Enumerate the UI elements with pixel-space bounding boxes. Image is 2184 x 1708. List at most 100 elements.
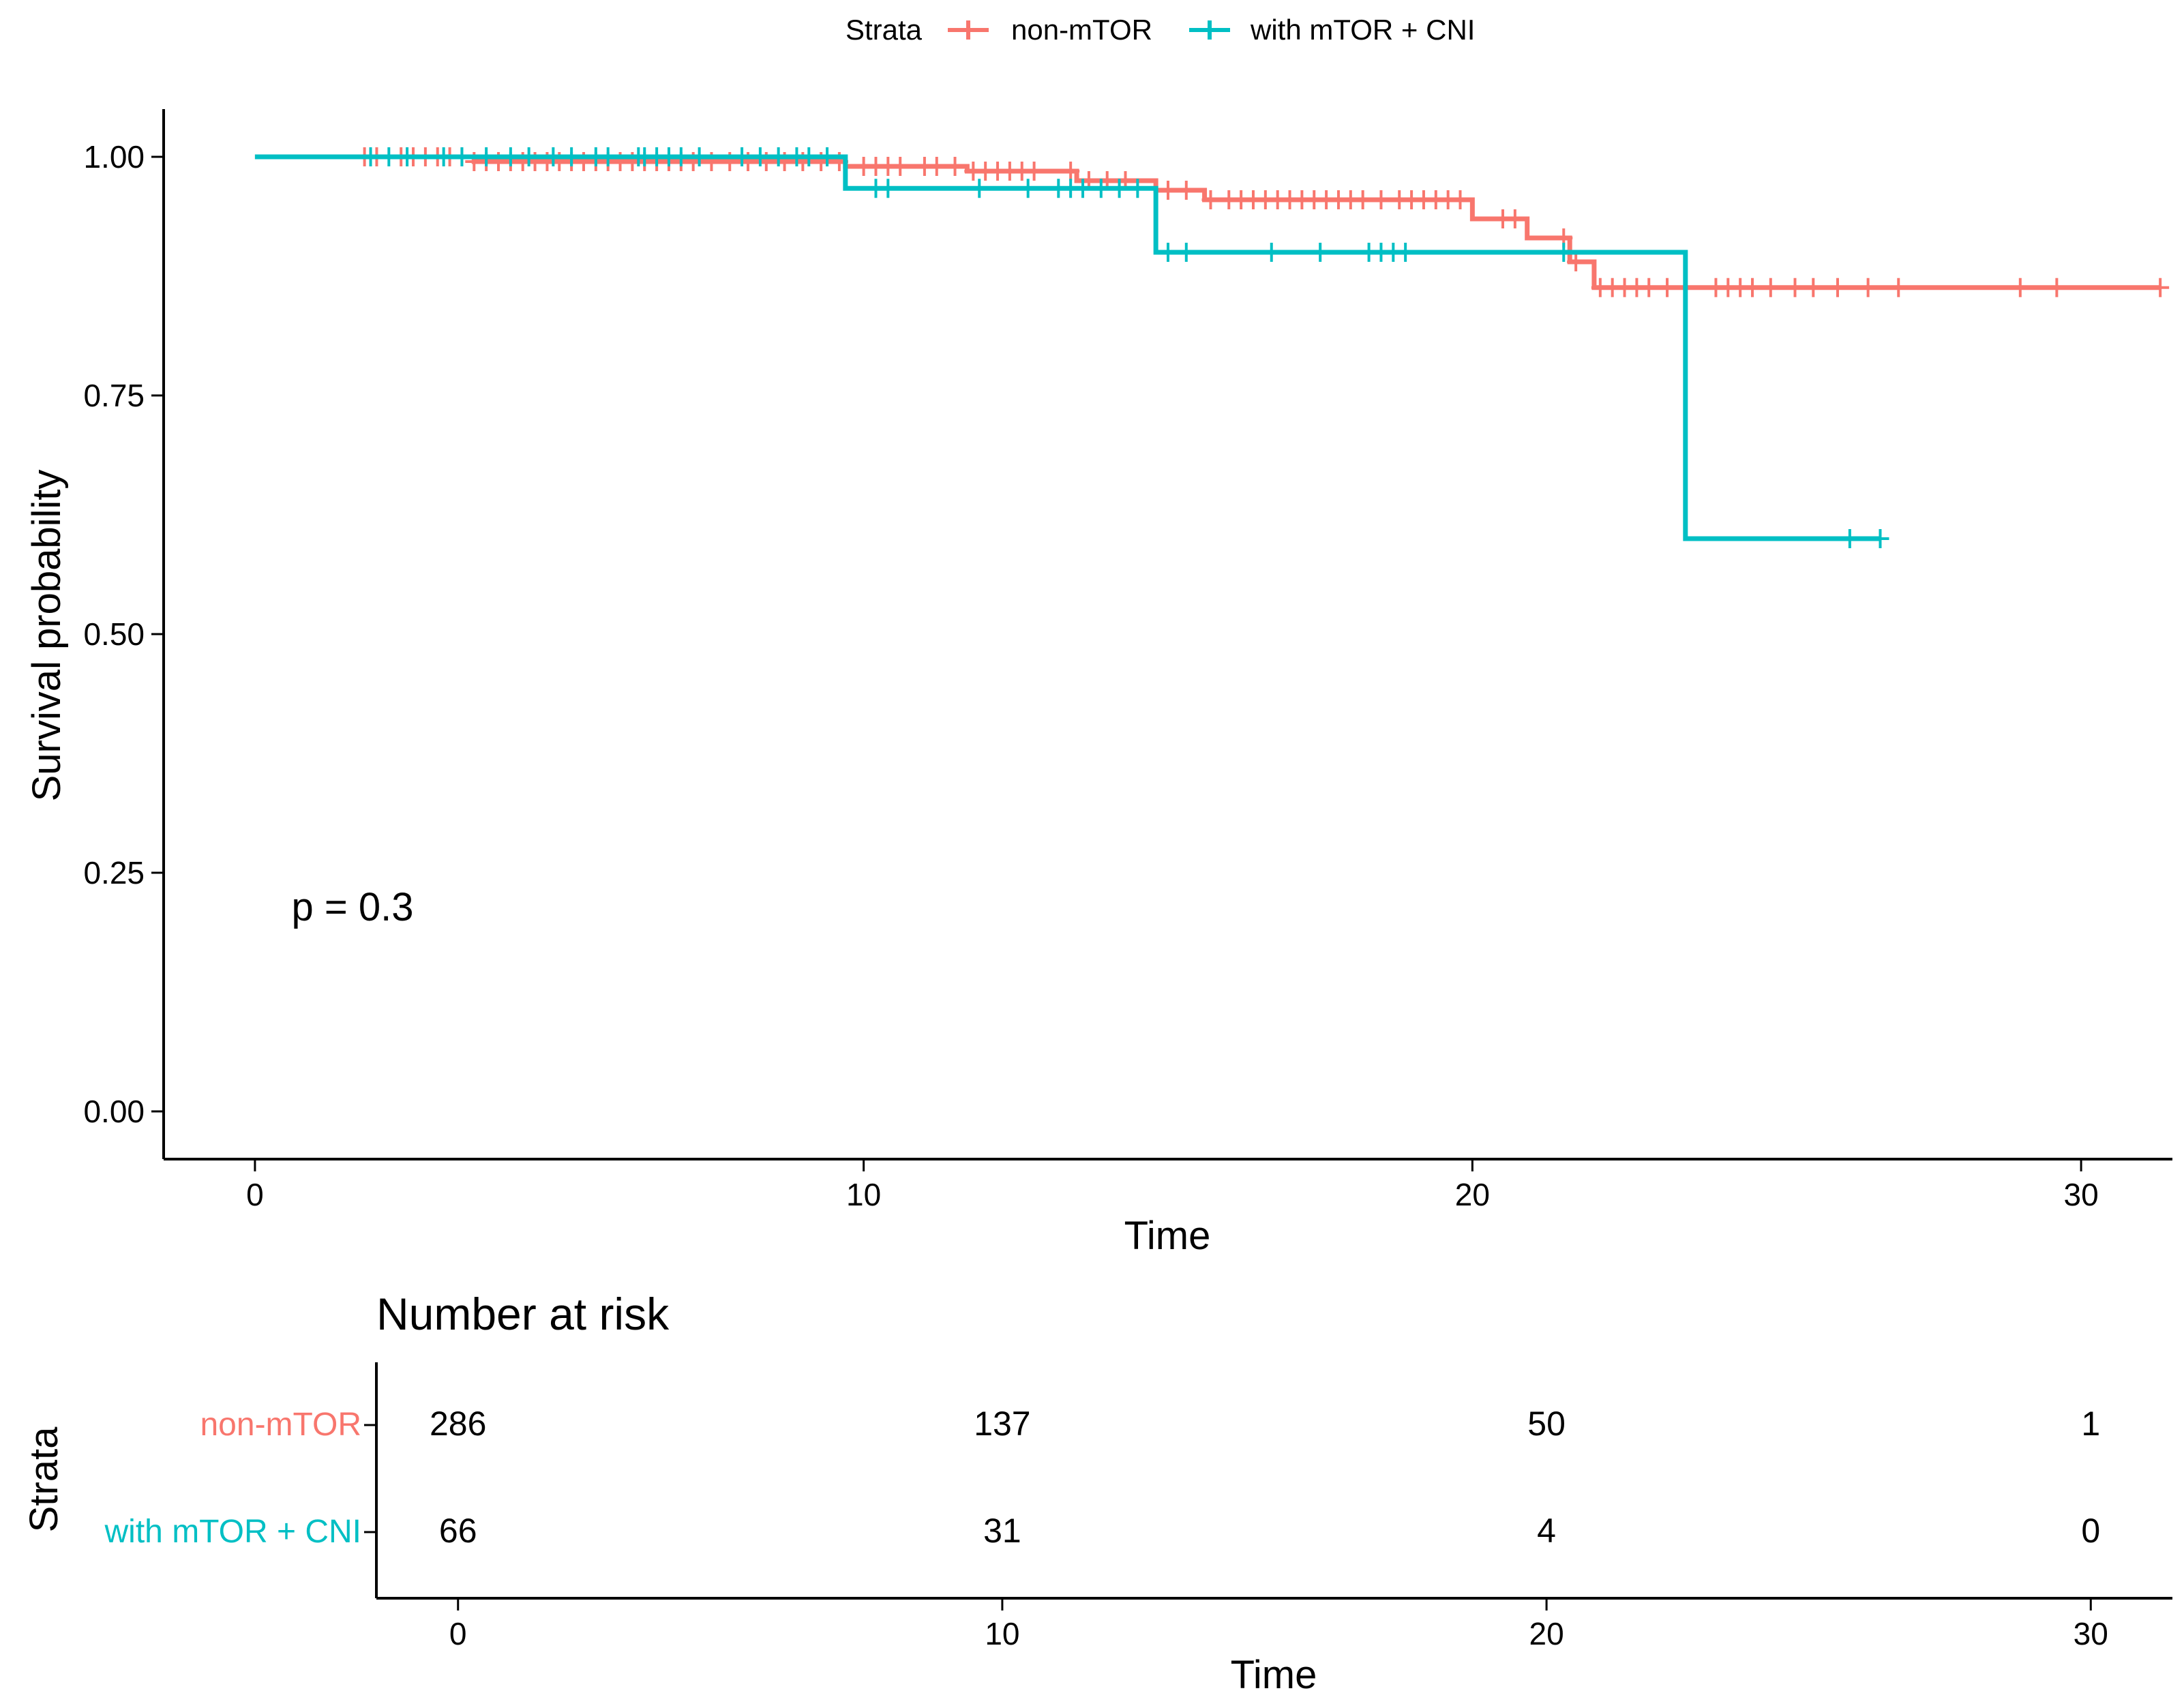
censor-mark-with-mtor-cni [751, 147, 769, 166]
censor-mark-with-mtor-cni [398, 147, 417, 166]
censor-mark-with-mtor-cni [1396, 243, 1415, 262]
censor-mark-with-mtor-cni [1311, 243, 1330, 262]
x-tick-label: 10 [846, 1177, 881, 1212]
p-value-annotation: p = 0.3 [291, 885, 413, 929]
risk-cell-with-mtor-cni: 31 [983, 1512, 1021, 1550]
censor-mark-with-mtor-cni [818, 147, 837, 166]
censor-mark-non-mtor [1804, 278, 1823, 297]
x-axis-title: Time [1124, 1214, 1211, 1258]
y-tick-label: 1.00 [83, 139, 145, 175]
censor-mark-with-mtor-cni [361, 147, 380, 166]
y-axis-ticks: 0.00 0.25 0.50 0.75 1.00 [83, 139, 164, 1129]
risk-table-title: Number at risk [376, 1289, 670, 1339]
censor-mark-with-mtor-cni [970, 179, 989, 198]
censor-mark-non-mtor [1372, 190, 1390, 209]
censor-mark-with-mtor-cni [1177, 243, 1195, 262]
survival-curves [254, 147, 2170, 548]
censor-mark-with-mtor-cni [1555, 243, 1573, 262]
censor-mark-non-mtor [1859, 278, 1877, 297]
legend-label-with-mtor-cni: with mTOR + CNI [1250, 14, 1475, 46]
censor-mark-with-mtor-cni [690, 147, 708, 166]
risk-table-x-axis-ticks: 0 10 20 30 [449, 1598, 2108, 1651]
x-axis-ticks: 0 10 20 30 [246, 1159, 2099, 1212]
risk-cell-non-mtor: 137 [974, 1405, 1030, 1443]
censor-mark-non-mtor [2011, 278, 2029, 297]
censor-mark-non-mtor [2048, 278, 2066, 297]
risk-x-tick-label: 10 [985, 1616, 1019, 1651]
risk-table: Number at risk non-mTOR with mTOR + CNI … [22, 1289, 2172, 1697]
x-tick-label: 0 [246, 1177, 264, 1212]
censor-mark-with-mtor-cni [563, 147, 581, 166]
risk-x-tick-label: 0 [449, 1616, 467, 1651]
risk-row-label-with-mtor-cni: with mTOR + CNI [104, 1514, 362, 1550]
risk-cell-non-mtor: 286 [430, 1405, 486, 1443]
legend: Strata non-mTOR with mTOR + CNI [846, 14, 1476, 46]
risk-x-tick-label: 30 [2074, 1616, 2108, 1651]
censor-mark-with-mtor-cni [1092, 179, 1110, 198]
censor-mark-non-mtor [1640, 278, 1658, 297]
censor-mark-non-mtor [1353, 190, 1372, 209]
risk-cell-with-mtor-cni: 4 [1537, 1512, 1556, 1550]
censor-mark-non-mtor [946, 157, 964, 176]
censor-mark-non-mtor [1451, 190, 1469, 209]
censor-mark-with-mtor-cni [544, 147, 563, 166]
survival-plot: 0.00 0.25 0.50 0.75 1.00 0 10 20 30 Time Surviv… [25, 109, 2172, 1258]
censor-mark-with-mtor-cni [380, 147, 398, 166]
legend-key-non-mtor [948, 20, 989, 40]
risk-x-tick-label: 20 [1529, 1616, 1564, 1651]
censor-mark-non-mtor [1658, 278, 1677, 297]
censor-mark-non-mtor [1159, 181, 1177, 200]
risk-row-label-non-mtor: non-mTOR [200, 1407, 361, 1443]
censor-mark-with-mtor-cni [1110, 179, 1128, 198]
censor-mark-with-mtor-cni [599, 147, 617, 166]
legend-key-with-mtor-cni [1189, 20, 1230, 40]
censor-mark-non-mtor [1567, 252, 1585, 271]
censor-mark-with-mtor-cni [733, 147, 751, 166]
y-tick-label: 0.75 [83, 378, 145, 413]
censor-mark-with-mtor-cni [434, 147, 453, 166]
censor-mark-non-mtor [1062, 162, 1080, 181]
censor-mark-with-mtor-cni [879, 179, 897, 198]
risk-table-y-axis-title: Strata [22, 1426, 66, 1532]
censor-mark-non-mtor [891, 157, 910, 176]
y-tick-label: 0.50 [83, 616, 145, 652]
censor-mark-non-mtor [1786, 278, 1804, 297]
survival-curve-non-mtor [254, 154, 2161, 290]
censor-mark-with-mtor-cni [672, 147, 690, 166]
censor-mark-with-mtor-cni [501, 147, 520, 166]
censor-mark-with-mtor-cni [1074, 179, 1092, 198]
risk-table-cells: 286 137 50 1 66 31 4 0 [430, 1405, 2100, 1550]
legend-label-non-mtor: non-mTOR [1011, 14, 1152, 46]
censor-mark-non-mtor [1744, 278, 1762, 297]
x-tick-label: 30 [2064, 1177, 2099, 1212]
legend-title: Strata [846, 14, 923, 46]
censor-mark-with-mtor-cni [453, 147, 471, 166]
censor-mark-non-mtor [1201, 190, 1220, 209]
censor-mark-with-mtor-cni [769, 147, 788, 166]
risk-cell-with-mtor-cni: 66 [439, 1512, 477, 1550]
censor-mark-non-mtor [2151, 278, 2170, 297]
survival-curve-with-mtor-cni [254, 154, 1881, 541]
censor-mark-with-mtor-cni [1840, 529, 1859, 548]
censor-mark-non-mtor [1829, 278, 1846, 297]
y-tick-label: 0.00 [83, 1094, 145, 1129]
x-tick-label: 20 [1455, 1177, 1490, 1212]
censor-mark-with-mtor-cni [1159, 243, 1177, 262]
censor-mark-non-mtor [927, 157, 946, 176]
y-axis-title: Survival probability [25, 470, 69, 802]
y-tick-label: 0.25 [83, 855, 145, 890]
risk-cell-non-mtor: 1 [2081, 1405, 2100, 1443]
censor-mark-non-mtor [1506, 209, 1524, 228]
censor-mark-with-mtor-cni [1871, 529, 1889, 548]
censor-mark-non-mtor [1761, 278, 1780, 297]
censor-mark-with-mtor-cni [1128, 179, 1147, 198]
censor-mark-non-mtor [1025, 162, 1043, 181]
risk-cell-non-mtor: 50 [1527, 1405, 1566, 1443]
risk-cell-with-mtor-cni: 0 [2081, 1512, 2100, 1550]
censor-mark-non-mtor [1889, 278, 1908, 297]
censor-mark-with-mtor-cni [520, 147, 538, 166]
censor-mark-with-mtor-cni [1262, 243, 1281, 262]
censor-mark-non-mtor [1177, 181, 1195, 200]
risk-table-x-axis-title: Time [1231, 1653, 1317, 1697]
